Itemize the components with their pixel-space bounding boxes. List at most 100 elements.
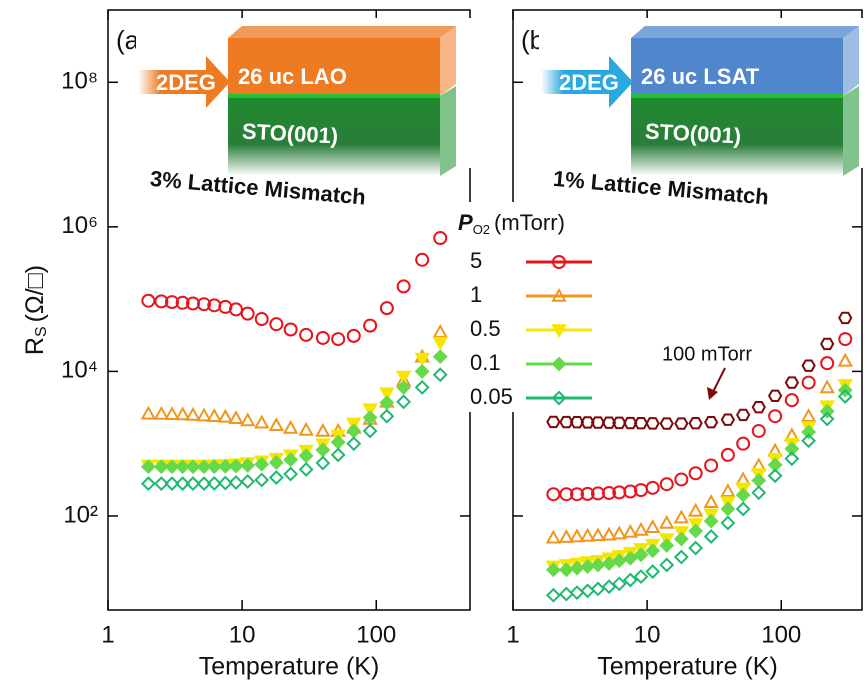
data-point <box>722 449 734 461</box>
film-label: 26 uc LSAT <box>641 64 760 89</box>
data-point <box>769 410 781 422</box>
annotation: 100 mTorr <box>662 343 752 365</box>
legend-title-symbol: P <box>458 210 473 235</box>
data-point <box>547 488 559 500</box>
series <box>142 232 446 345</box>
data-point <box>434 369 446 381</box>
data-point <box>332 436 344 448</box>
data-point <box>647 521 659 532</box>
x-axis-label: Temperature (K) <box>597 653 778 681</box>
film-side <box>843 26 859 96</box>
data-point <box>803 435 815 447</box>
data-point <box>256 474 268 486</box>
data-point <box>661 559 673 571</box>
data-point <box>786 377 798 387</box>
data-point <box>737 489 749 501</box>
data-point <box>647 545 659 557</box>
data-point <box>398 396 410 408</box>
data-point <box>803 377 815 389</box>
data-point <box>675 551 687 563</box>
data-point <box>821 381 833 392</box>
data-point <box>285 422 297 433</box>
data-point <box>434 326 446 337</box>
film-side <box>440 26 456 96</box>
data-point <box>348 438 360 450</box>
data-point <box>155 408 167 419</box>
y-axis-label: RS(Ω/□) <box>21 265 51 355</box>
data-point <box>142 295 154 307</box>
y-tick-label: 10² <box>63 501 98 528</box>
legend: PO2(mTorr)510.50.10.05 <box>455 202 600 412</box>
data-point <box>230 303 242 315</box>
data-point <box>364 320 376 332</box>
data-point <box>737 438 749 450</box>
data-point <box>230 412 242 423</box>
data-point <box>142 478 154 490</box>
data-point <box>722 414 734 424</box>
data-point <box>839 333 851 345</box>
legend-label: 1 <box>470 282 482 307</box>
data-point <box>285 468 297 480</box>
data-point <box>753 474 765 486</box>
data-point <box>722 485 734 496</box>
data-point <box>839 313 851 323</box>
data-point <box>675 418 687 428</box>
y-tick-label: 10⁸ <box>61 68 98 95</box>
data-point <box>786 453 798 465</box>
data-point <box>571 587 583 599</box>
data-point <box>416 254 428 266</box>
data-point <box>592 529 604 540</box>
substrate-label: STO(001) <box>644 119 741 149</box>
y-tick-label: 10⁶ <box>61 212 98 239</box>
legend-label: 5 <box>470 248 482 273</box>
data-point <box>256 313 268 325</box>
data-point <box>690 525 702 537</box>
data-point <box>661 478 673 490</box>
legend-title-unit: (mTorr) <box>494 210 565 235</box>
data-point <box>364 425 376 437</box>
data-point <box>592 583 604 595</box>
x-tick-label: 100 <box>761 621 801 648</box>
data-point <box>208 410 220 421</box>
x-tick-label: 1 <box>506 621 519 648</box>
x-axis-label: Temperature (K) <box>199 653 380 681</box>
data-point <box>675 512 687 523</box>
data-point <box>398 280 410 292</box>
data-point <box>690 542 702 554</box>
data-point <box>285 323 297 335</box>
inset-diagram: 2DEG26 uc LAOSTO(001)3% Lattice Mismatch <box>136 18 481 210</box>
data-point <box>547 532 559 543</box>
data-point <box>821 413 833 425</box>
data-point <box>753 402 765 412</box>
substrate-side <box>440 86 456 176</box>
data-point <box>416 381 428 393</box>
data-point <box>317 425 329 436</box>
data-point <box>582 585 594 597</box>
data-point <box>300 424 312 435</box>
data-point <box>753 425 765 437</box>
data-point <box>722 517 734 529</box>
data-point <box>317 332 329 344</box>
x-tick-label: 10 <box>634 621 661 648</box>
data-point <box>690 505 702 516</box>
data-point <box>332 333 344 345</box>
data-point <box>560 564 572 576</box>
data-point <box>547 417 559 427</box>
data-point <box>300 329 312 341</box>
y-label-subscript: S <box>33 326 50 337</box>
legend-label: 0.5 <box>470 316 501 341</box>
page: 11010010²10⁴10⁶10⁸Temperature (K)RS(Ω/□)… <box>0 0 867 693</box>
y-label-unit: (Ω/□) <box>21 265 49 322</box>
legend-label: 0.1 <box>470 350 501 375</box>
film-top <box>228 26 456 38</box>
data-point <box>839 355 851 366</box>
data-point <box>603 557 615 569</box>
x-tick-label: 100 <box>356 621 396 648</box>
data-point <box>242 414 254 425</box>
data-point <box>270 419 282 430</box>
x-tick-label: 10 <box>229 621 256 648</box>
data-point <box>242 475 254 487</box>
substrate-side <box>843 86 859 176</box>
data-point <box>737 410 749 420</box>
data-point <box>142 408 154 419</box>
